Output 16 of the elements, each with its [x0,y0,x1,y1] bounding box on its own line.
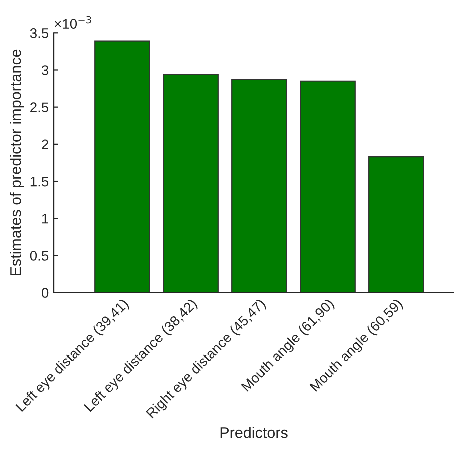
y-tick-label: 2 [42,140,48,150]
y-tick-label: 3 [42,66,49,76]
y-tick-label: 0.5 [30,251,49,261]
bar [232,79,288,293]
y-tick-label: 3.5 [30,28,49,38]
bar [368,156,424,293]
text: ×10$^{−3}$ [54,16,92,29]
x-axis-title: Predictors [220,427,288,438]
y-tick-label: 0 [42,288,49,298]
y-axis-title: Estimates of predictor importance [10,50,24,276]
y-tick-label: 2.5 [30,102,49,113]
y-tick-label: 1 [42,214,48,224]
y-tick-label: 1.5 [30,177,49,187]
bar [300,80,356,293]
bar [163,74,219,293]
bar [94,40,150,293]
